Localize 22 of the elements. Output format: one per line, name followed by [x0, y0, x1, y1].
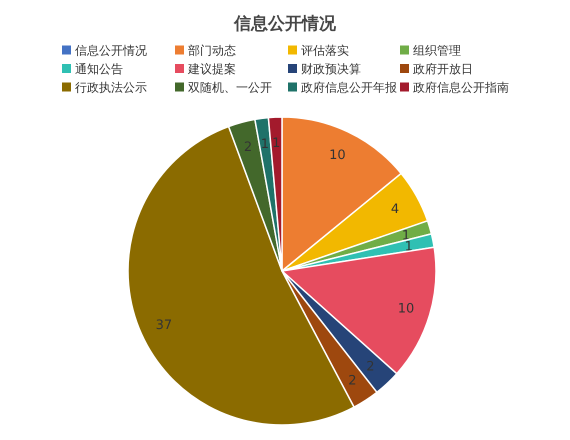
chart-title: 信息公开情况 — [233, 14, 337, 34]
data-label: 1 — [404, 239, 413, 254]
legend-label: 部门动态 — [188, 44, 236, 58]
legend-label: 行政执法公示 — [75, 80, 147, 94]
data-label: 1 — [272, 136, 280, 151]
data-label: 4 — [390, 202, 400, 217]
legend-label: 双随机、一公开 — [188, 80, 272, 94]
legend-label: 通知公告 — [75, 62, 123, 76]
data-label: 1 — [260, 136, 270, 152]
data-label: 10 — [398, 302, 414, 317]
legend-label: 财政预决算 — [301, 62, 361, 76]
legend-label: 信息公开情况 — [75, 44, 147, 58]
data-label: 37 — [156, 318, 172, 333]
data-label: 2 — [366, 359, 375, 374]
legend-label: 政府信息公开年报 — [301, 80, 397, 94]
legend-label: 评估落实 — [301, 44, 349, 58]
legend-label: 建议提案 — [187, 62, 236, 76]
data-label: 2 — [348, 374, 357, 389]
data-label: 10 — [329, 148, 346, 164]
legend-label: 组织管理 — [413, 44, 461, 58]
legend-label: 政府开放日 — [413, 62, 473, 76]
legend-label: 政府信息公开指南 — [413, 80, 509, 94]
